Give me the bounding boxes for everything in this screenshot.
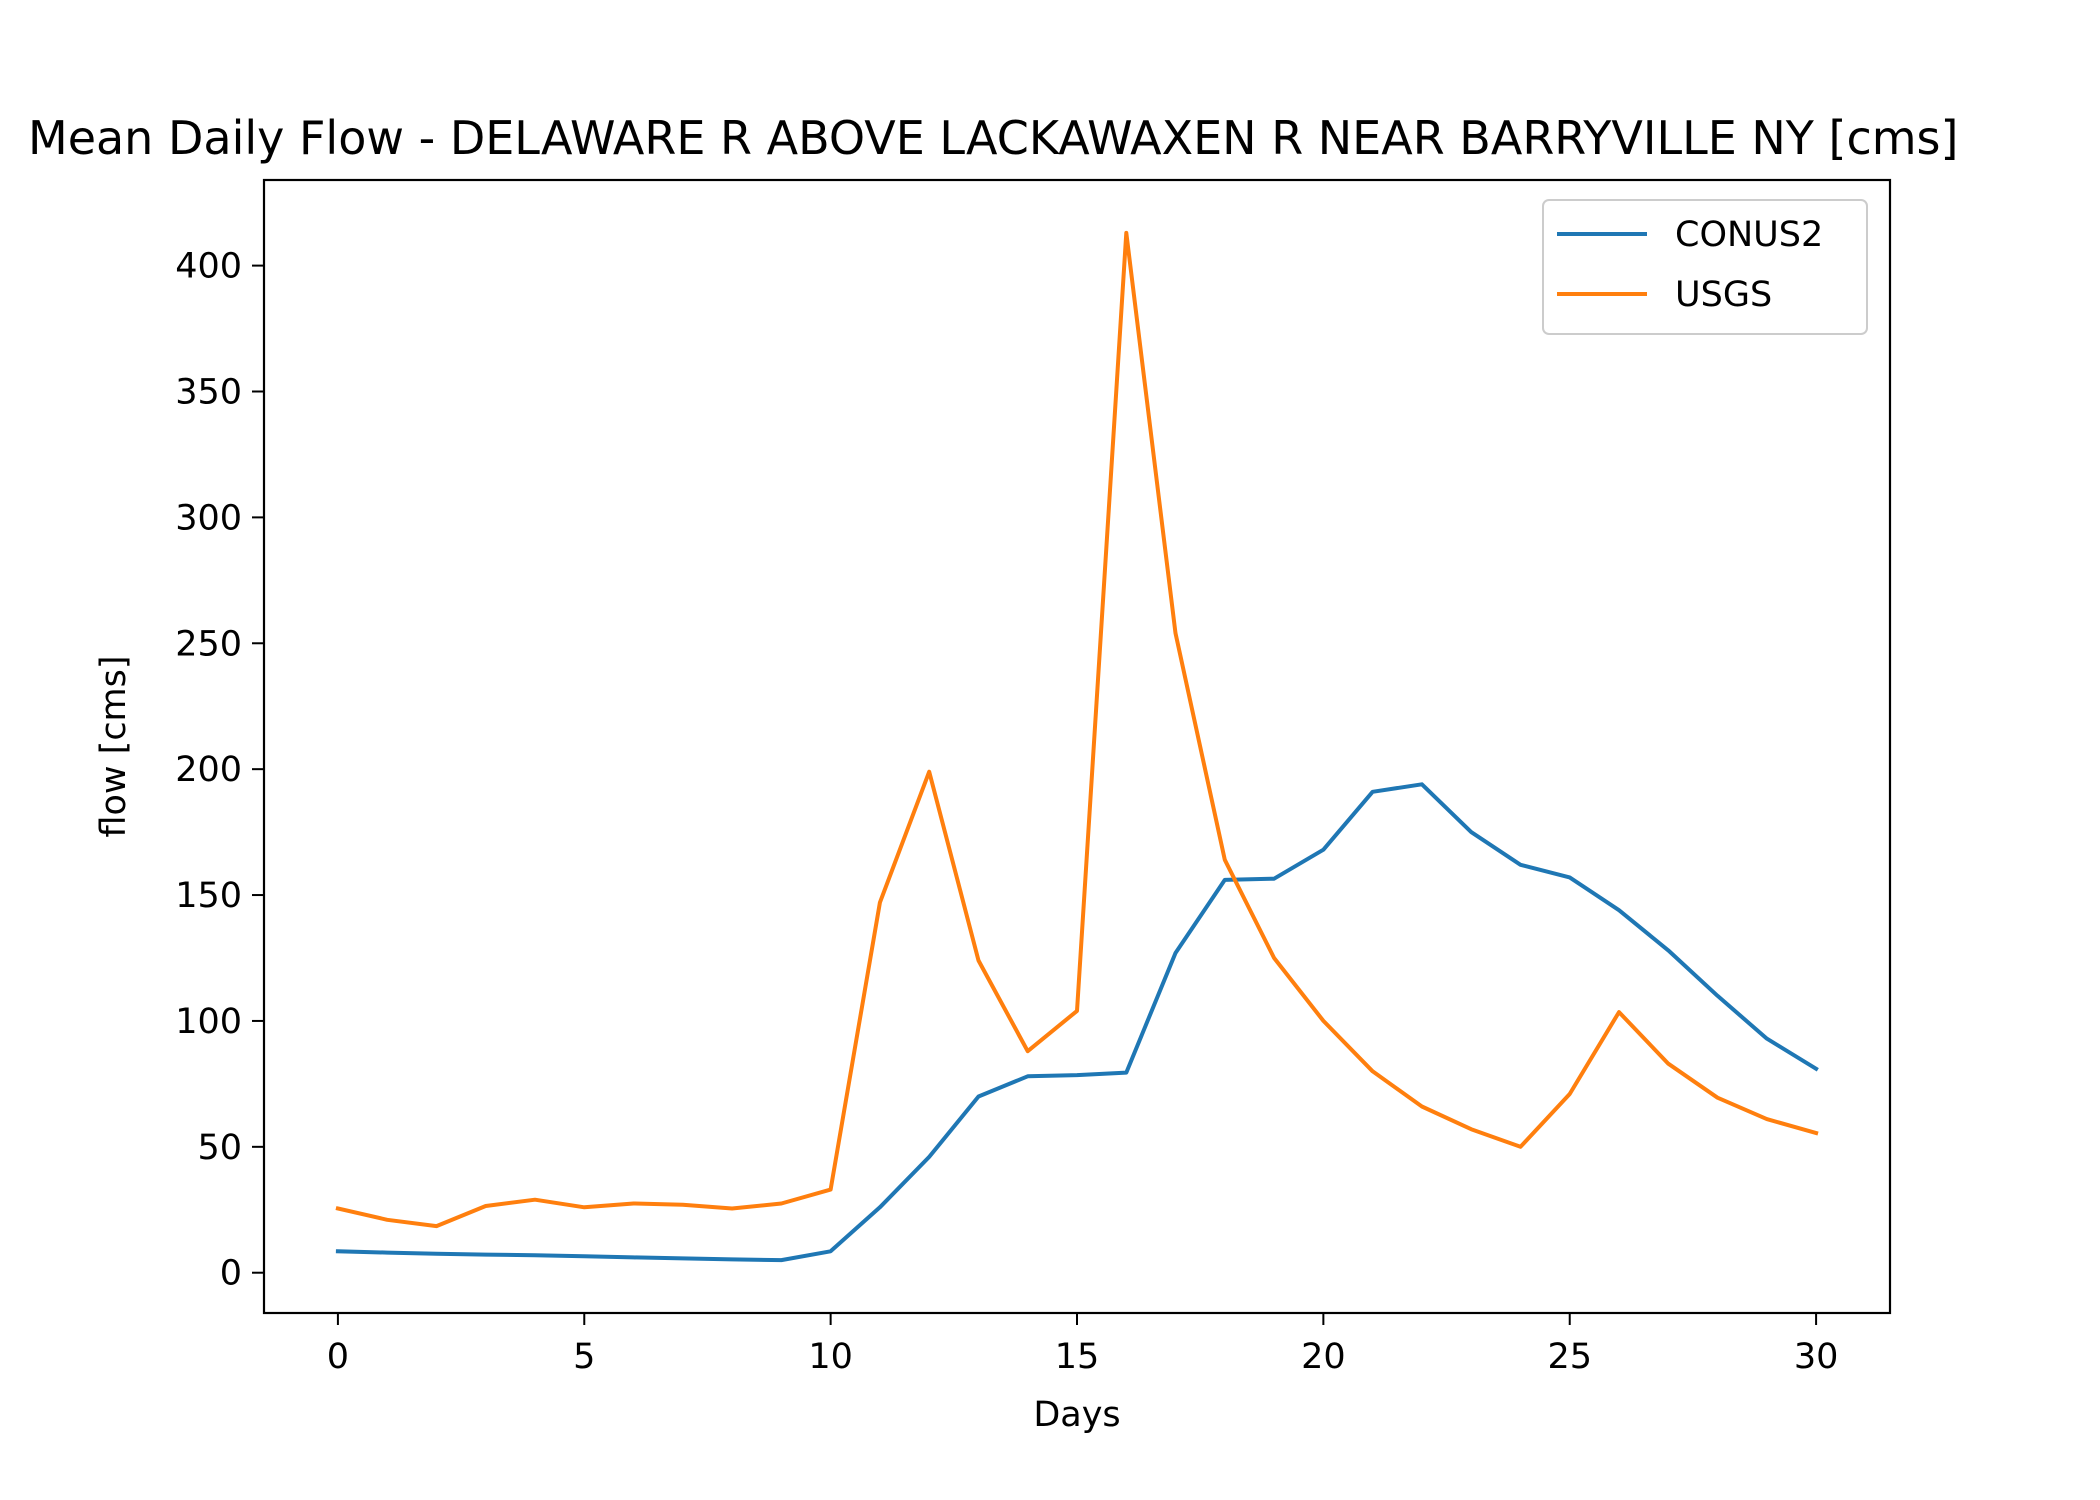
x-axis-label: Days [1033, 1395, 1120, 1435]
x-tick-label: 30 [1794, 1337, 1839, 1377]
x-tick-label: 20 [1301, 1337, 1346, 1377]
x-tick-label: 0 [327, 1337, 349, 1377]
x-axis: 0 5 10 15 20 25 30 [327, 1313, 1839, 1377]
x-tick-label: 15 [1055, 1337, 1100, 1377]
y-tick-label: 100 [175, 1002, 242, 1042]
x-tick-label: 5 [573, 1337, 595, 1377]
y-tick-label: 50 [197, 1128, 242, 1168]
y-tick-label: 400 [175, 247, 242, 287]
legend-label-usgs: USGS [1675, 275, 1772, 315]
y-tick-label: 300 [175, 498, 242, 538]
y-tick-label: 150 [175, 876, 242, 916]
series-layer [335, 230, 1819, 1263]
x-tick-label: 25 [1547, 1337, 1592, 1377]
y-axis: 0 50 100 150 200 250 300 350 400 [175, 247, 264, 1294]
series-line-conus2 [335, 782, 1819, 1263]
y-tick-label: 350 [175, 372, 242, 412]
y-tick-label: 250 [175, 624, 242, 664]
legend-label-conus2: CONUS2 [1675, 215, 1823, 255]
series-line-usgs [335, 230, 1819, 1229]
y-axis-label: flow [cms] [94, 655, 134, 837]
chart-title: Mean Daily Flow - DELAWARE R ABOVE LACKA… [28, 111, 1958, 165]
y-tick-label: 200 [175, 750, 242, 790]
y-tick-label: 0 [220, 1254, 242, 1294]
x-tick-label: 10 [808, 1337, 853, 1377]
legend: CONUS2 USGS [1542, 199, 1868, 335]
